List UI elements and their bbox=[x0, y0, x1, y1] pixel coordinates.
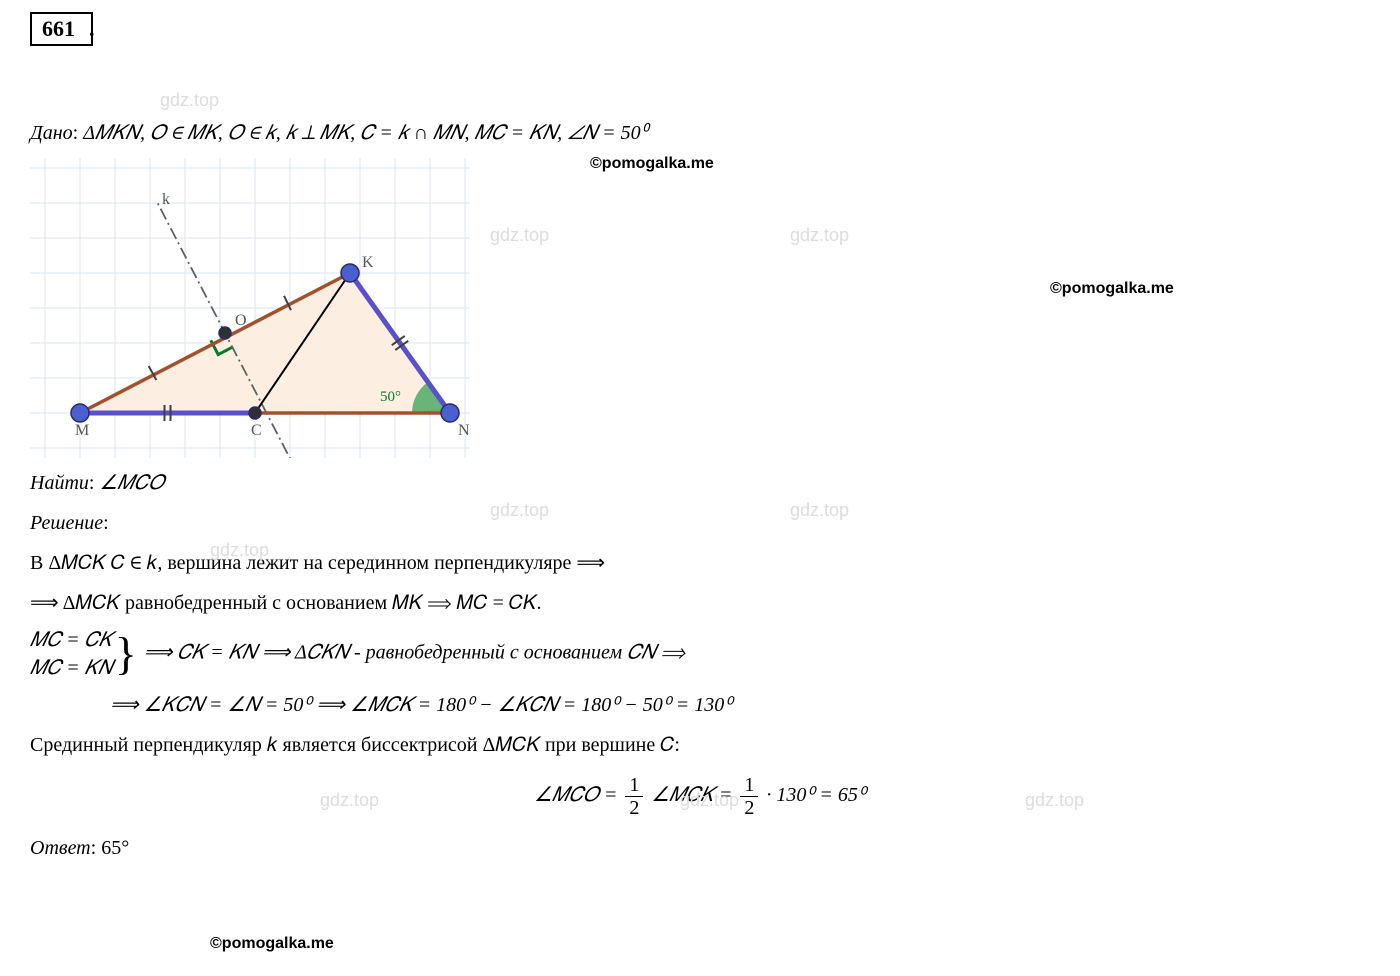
answer-label: Ответ bbox=[30, 837, 91, 859]
given-label: Дано bbox=[30, 122, 73, 144]
svg-text:50°: 50° bbox=[380, 389, 401, 405]
svg-text:K: K bbox=[362, 254, 374, 271]
given-line: Дано: Δ𝑀𝐾𝑁, 𝑂 ∈ 𝑀𝐾, 𝑂 ∈ 𝑘, 𝑘 ⊥ 𝑀𝐾, 𝐶 = 𝑘… bbox=[30, 116, 1370, 150]
given-text: Δ𝑀𝐾𝑁, 𝑂 ∈ 𝑀𝐾, 𝑂 ∈ 𝑘, 𝑘 ⊥ 𝑀𝐾, 𝐶 = 𝑘 ∩ 𝑀𝑁,… bbox=[83, 122, 647, 144]
answer-text: 65° bbox=[101, 837, 129, 859]
watermark-gdz-2: gdz.top bbox=[490, 225, 549, 246]
solution-line-4: ⟹ ∠𝐾𝐶𝑁 = ∠𝑁 = 50⁰ ⟹ ∠𝑀𝐶𝐾 = 180⁰ − ∠𝐾𝐶𝑁 =… bbox=[110, 688, 1370, 722]
find-label: Найти bbox=[30, 472, 89, 494]
brace-bot: 𝑀𝐶 = 𝐾𝑁 bbox=[30, 654, 113, 682]
watermark-pom-1: ©pomogalka.me bbox=[590, 155, 714, 173]
solution-line-5: Срединный перпендикуляр 𝑘 является биссе… bbox=[30, 728, 1370, 762]
solution-line-2: ⟹ Δ𝑀𝐶𝐾 равнобедренный с основанием 𝑀𝐾 ⟹ … bbox=[30, 586, 1370, 620]
solution-label: Решение bbox=[30, 512, 103, 534]
brace-result: ⟹ 𝐶𝐾 = 𝐾𝑁 ⟹ Δ𝐶𝐾𝑁 - равнобедренный с осно… bbox=[144, 642, 685, 664]
watermark-gdz-1: gdz.top bbox=[160, 90, 219, 111]
svg-text:C: C bbox=[251, 422, 262, 439]
svg-text:O: O bbox=[235, 312, 247, 329]
watermark-gdz-3: gdz.top bbox=[790, 225, 849, 246]
watermark-pom-2: ©pomogalka.me bbox=[1050, 280, 1174, 298]
svg-text:M: M bbox=[75, 422, 89, 439]
solution-label-line: Решение: bbox=[30, 506, 1370, 540]
svg-text:N: N bbox=[458, 422, 470, 439]
find-text: ∠𝑀𝐶𝑂 bbox=[99, 472, 164, 494]
problem-number: 661 bbox=[30, 12, 93, 46]
find-line: Найти: ∠𝑀𝐶𝑂 bbox=[30, 466, 1370, 500]
svg-text:k: k bbox=[162, 191, 170, 208]
right-brace: } bbox=[115, 636, 137, 673]
answer-line: Ответ: 65° bbox=[30, 831, 1370, 865]
final-equation: ∠𝑀𝐶𝑂 = 1 2 ∠𝑀𝐶𝐾 = 1 2 · 130⁰ = 65⁰ bbox=[30, 774, 1370, 819]
watermark-pom-3: ©pomogalka.me bbox=[210, 935, 334, 953]
brace-top: 𝑀𝐶 = 𝐶𝐾 bbox=[30, 626, 113, 654]
geometry-diagram: M N K C Ok 50° bbox=[30, 158, 470, 458]
solution-line-1: В Δ𝑀𝐶𝐾 𝐶 ∈ 𝑘, вершина лежит на серединно… bbox=[30, 546, 1370, 580]
solution-line-3: 𝑀𝐶 = 𝐶𝐾 𝑀𝐶 = 𝐾𝑁 } ⟹ 𝐶𝐾 = 𝐾𝑁 ⟹ Δ𝐶𝐾𝑁 - рав… bbox=[30, 626, 1370, 682]
